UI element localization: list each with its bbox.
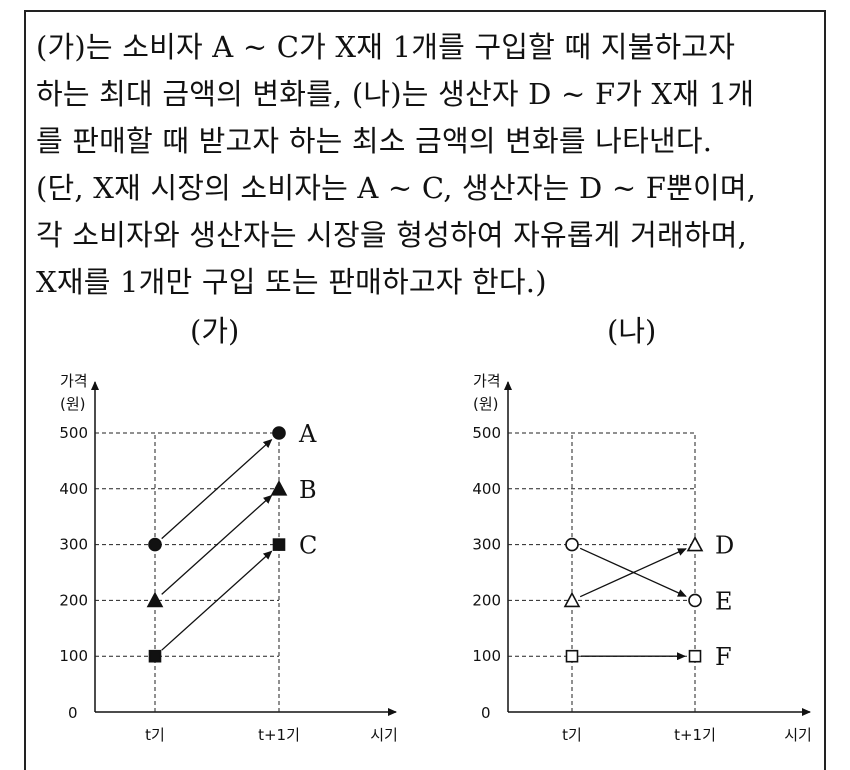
y-tick-label: 200 (472, 591, 501, 609)
data-point (686, 535, 704, 552)
x-axis-title: 시기 (370, 726, 398, 744)
series-label: E (715, 587, 733, 615)
data-point (688, 649, 702, 663)
passage-line: X재를 1개만 구입 또는 판매하고자 한다.) (36, 265, 547, 299)
chart-title-ga: (가) (190, 314, 240, 348)
series-label: F (715, 643, 732, 671)
y-tick-label: 300 (472, 536, 501, 554)
y-tick-label: 100 (472, 647, 501, 665)
series-label: B (299, 476, 317, 504)
data-point (272, 426, 286, 440)
series-label: D (715, 532, 734, 560)
series-label: C (299, 532, 317, 560)
data-point (565, 649, 579, 663)
question-frame (24, 10, 826, 770)
y-tick-label: 200 (59, 591, 88, 609)
series-arrow (161, 550, 273, 651)
series-arrow (161, 439, 273, 540)
origin-label: 0 (68, 704, 78, 722)
y-axis-title: (원) (473, 395, 499, 413)
data-point (565, 537, 579, 552)
series-arrow (161, 494, 273, 595)
passage-line: 를 판매할 때 받고자 하는 최소 금액의 변화를 나타낸다. (36, 124, 713, 158)
x-tick-label: t기 (562, 726, 582, 744)
passage-line: (가)는 소비자 A ~ C가 X재 1개를 구입할 때 지불하고자 (36, 30, 736, 64)
passage-line: 각 소비자와 생산자는 시장을 형성하여 자유롭게 거래하며, (36, 218, 748, 252)
data-point (563, 591, 581, 608)
passage: (가)는 소비자 A ~ C가 X재 1개를 구입할 때 지불하고자 하는 최대… (36, 24, 826, 306)
passage-line: (단, X재 시장의 소비자는 A ~ C, 생산자는 D ~ F뿐이며, (36, 171, 757, 205)
y-axis-title: 가격 (60, 372, 88, 390)
y-tick-label: 500 (472, 424, 501, 442)
data-point (146, 591, 164, 608)
data-point (148, 537, 162, 552)
data-point (272, 538, 286, 551)
data-point (688, 593, 702, 608)
x-axis-title: 시기 (784, 726, 812, 744)
series-arrow (579, 547, 687, 597)
y-axis-title: 가격 (473, 372, 501, 390)
x-tick-label: t+1기 (674, 726, 716, 744)
y-tick-label: 400 (59, 480, 88, 498)
y-tick-label: 400 (472, 480, 501, 498)
y-tick-label: 100 (59, 647, 88, 665)
origin-label: 0 (481, 704, 491, 722)
series-label: A (298, 420, 317, 448)
chart-title-na: (나) (607, 314, 657, 348)
y-tick-label: 300 (59, 536, 88, 554)
data-point (148, 649, 162, 663)
x-tick-label: t+1기 (258, 726, 300, 744)
y-tick-label: 500 (59, 424, 88, 442)
data-point (270, 480, 288, 496)
y-axis-title: (원) (60, 395, 86, 413)
passage-line: 하는 최대 금액의 변화를, (나)는 생산자 D ~ F가 X재 1개 (36, 77, 755, 111)
x-tick-label: t기 (145, 726, 165, 744)
